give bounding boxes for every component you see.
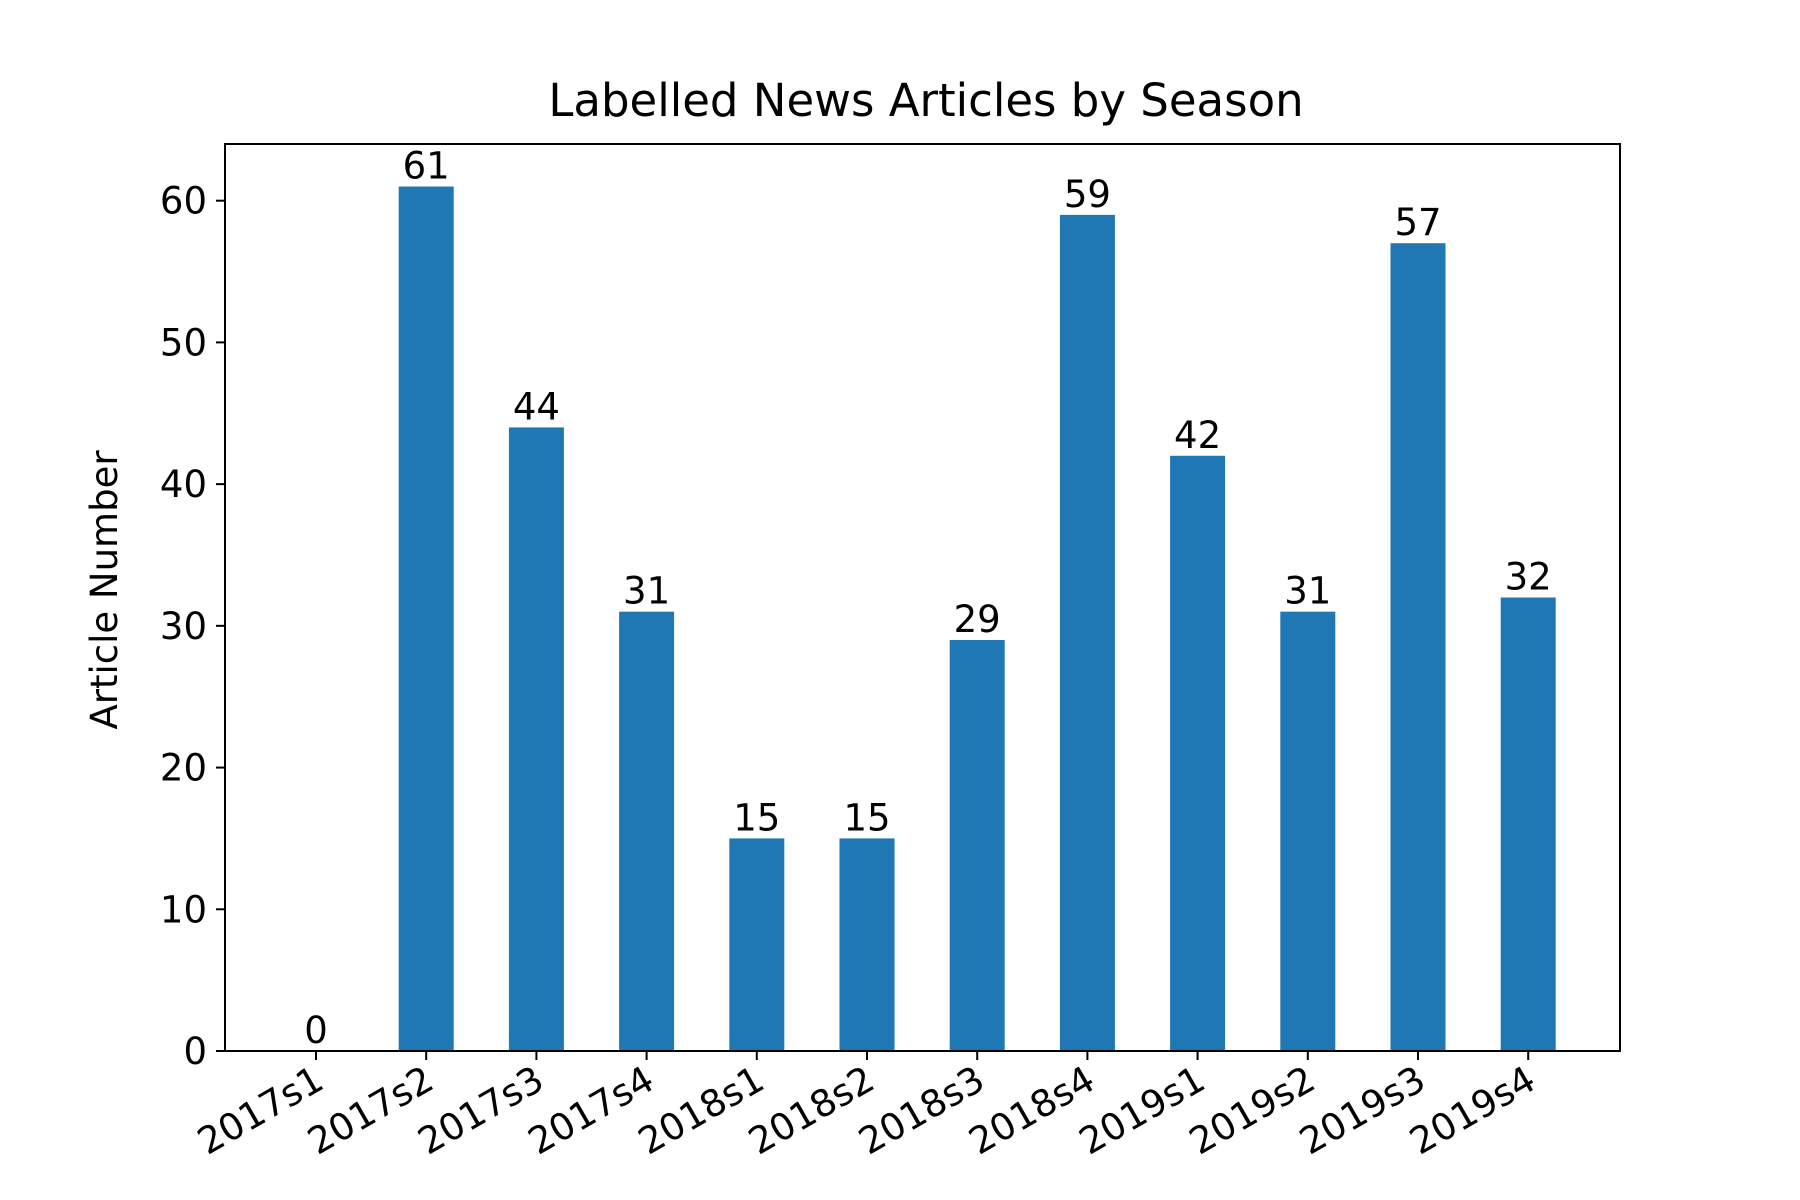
bar-value-label-2017s2: 61 <box>403 145 450 188</box>
y-tick-label-50: 50 <box>160 321 207 364</box>
bar-2018s2 <box>839 838 895 1051</box>
bars-group <box>398 186 1556 1052</box>
bar-value-label-2017s4: 31 <box>623 570 670 613</box>
x-tick-label-2018s3: 2018s3 <box>852 1058 992 1164</box>
bar-2018s4 <box>1059 214 1115 1052</box>
x-tick-label-2017s1: 2017s1 <box>190 1058 330 1164</box>
y-tick-label-10: 10 <box>160 888 207 931</box>
x-tick-label-2018s4: 2018s4 <box>962 1058 1102 1164</box>
bar-2017s3 <box>508 427 564 1051</box>
bar-2017s4 <box>619 611 675 1051</box>
x-tick-label-2017s3: 2017s3 <box>411 1058 551 1164</box>
bar-2018s1 <box>729 838 785 1051</box>
bar-2019s4 <box>1500 597 1556 1051</box>
bar-2019s2 <box>1280 611 1336 1051</box>
y-tick-label-0: 0 <box>183 1030 207 1073</box>
bar-value-label-2018s4: 59 <box>1064 173 1111 216</box>
x-axis-ticks: 2017s12017s22017s32017s42018s12018s22018… <box>190 1051 1543 1164</box>
x-tick-label-2018s2: 2018s2 <box>741 1058 881 1164</box>
y-axis-label: Article Number <box>83 450 126 730</box>
bar-value-label-2019s3: 57 <box>1394 201 1441 244</box>
x-tick-label-2017s2: 2017s2 <box>301 1058 441 1164</box>
bar-2017s2 <box>398 186 454 1051</box>
y-tick-label-40: 40 <box>160 463 207 506</box>
x-tick-label-2019s3: 2019s3 <box>1292 1058 1432 1164</box>
bar-labels-group: 0 61 44 31 15 15 29 59 42 31 57 32 <box>304 145 1552 1052</box>
x-tick-label-2019s2: 2019s2 <box>1182 1058 1322 1164</box>
y-tick-label-30: 30 <box>160 605 207 648</box>
bar-value-label-2019s4: 32 <box>1505 556 1552 599</box>
bar-2019s3 <box>1390 243 1446 1051</box>
plot-frame <box>224 143 1621 1052</box>
y-axis-ticks: 0 10 20 30 40 50 60 <box>160 180 225 1073</box>
chart-title: Labelled News Articles by Season <box>548 74 1303 127</box>
bar-2018s3 <box>949 640 1005 1051</box>
x-tick-label-2017s4: 2017s4 <box>521 1058 661 1164</box>
bar-value-label-2017s3: 44 <box>513 385 560 428</box>
y-tick-label-60: 60 <box>160 180 207 223</box>
bar-2019s1 <box>1170 455 1226 1051</box>
bar-value-label-2018s1: 15 <box>733 796 780 839</box>
bar-value-label-2019s1: 42 <box>1174 414 1221 457</box>
bar-value-label-2017s1: 0 <box>304 1009 328 1052</box>
x-tick-label-2019s4: 2019s4 <box>1403 1058 1543 1164</box>
bar-value-label-2018s2: 15 <box>843 796 890 839</box>
bar-value-label-2019s2: 31 <box>1284 570 1331 613</box>
x-tick-label-2018s1: 2018s1 <box>631 1058 771 1164</box>
bar-value-label-2018s3: 29 <box>954 598 1001 641</box>
y-tick-label-20: 20 <box>160 747 207 790</box>
x-tick-label-2019s1: 2019s1 <box>1072 1058 1212 1164</box>
